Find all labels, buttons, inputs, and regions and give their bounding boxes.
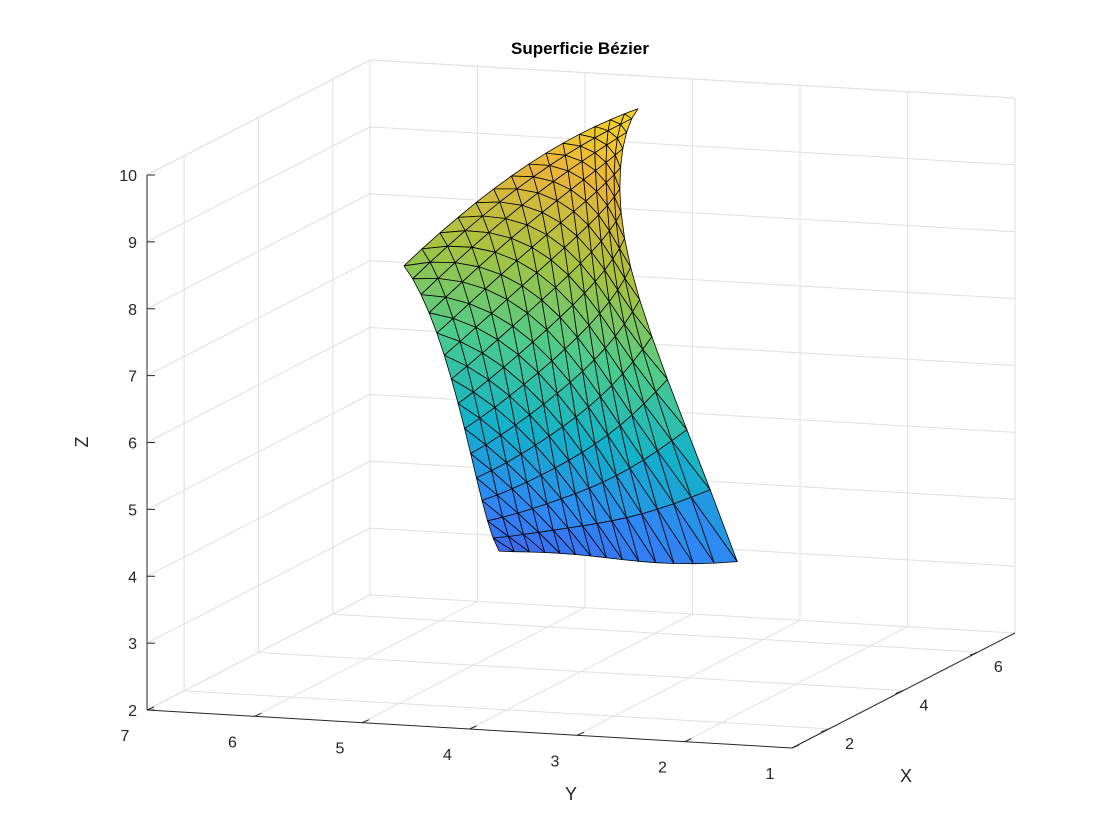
x-tick-mark [969, 651, 979, 656]
z-axis-label: Z [72, 437, 92, 448]
x-tick-mark [820, 728, 830, 733]
y-tick-label: 1 [766, 766, 775, 783]
z-tick-label: 7 [128, 369, 137, 386]
z-tick-label: 4 [128, 569, 137, 586]
box-edge [146, 59, 371, 176]
tick-labels: 2 3 4 5 6 7 8 9 10 7 6 5 4 3 2 1 2 4 6 [119, 168, 1003, 783]
x-tick-label: 6 [994, 659, 1003, 676]
z-tick-label: 3 [128, 636, 137, 653]
x-axis-label: X [900, 766, 912, 786]
y-tick-label: 3 [551, 753, 560, 770]
grid-line [184, 690, 830, 730]
surface-face [657, 508, 694, 565]
box-edge [369, 59, 1016, 99]
surface-face [611, 520, 640, 562]
y-tick-mark [469, 725, 477, 730]
y-axis-label: Y [565, 784, 577, 804]
z-tick-label: 9 [128, 235, 137, 252]
chart-title: Superficie Bézier [511, 39, 649, 58]
y-tick-label: 7 [121, 728, 130, 745]
y-tick-label: 6 [228, 734, 237, 751]
y-tick-mark [791, 744, 800, 749]
surface-face [690, 496, 738, 564]
surface-face [626, 517, 657, 564]
y-tick-mark [254, 712, 262, 717]
y-tick-mark [361, 719, 370, 724]
surface-face [673, 503, 715, 565]
grid-line [258, 652, 904, 691]
x-tick-mark [895, 690, 904, 694]
y-tick-label: 4 [443, 747, 452, 764]
z-tick-label: 10 [119, 168, 137, 185]
y-tick-mark [146, 706, 155, 711]
x-tick-label: 4 [920, 698, 929, 715]
y-tick-label: 2 [658, 760, 667, 777]
z-tick-label: 6 [128, 436, 137, 453]
y-tick-mark [576, 731, 585, 736]
z-tick-label: 2 [128, 703, 137, 720]
surface-face [596, 523, 623, 560]
axes-lines [146, 174, 1016, 749]
y-tick-label: 5 [336, 741, 345, 758]
bezier-surface [403, 108, 738, 565]
z-tick-label: 5 [128, 502, 137, 519]
x-tick-label: 2 [845, 736, 854, 753]
grid-line [332, 613, 978, 653]
z-tick-label: 8 [128, 302, 137, 319]
y-tick-mark [684, 738, 692, 743]
surface-face [641, 513, 675, 564]
